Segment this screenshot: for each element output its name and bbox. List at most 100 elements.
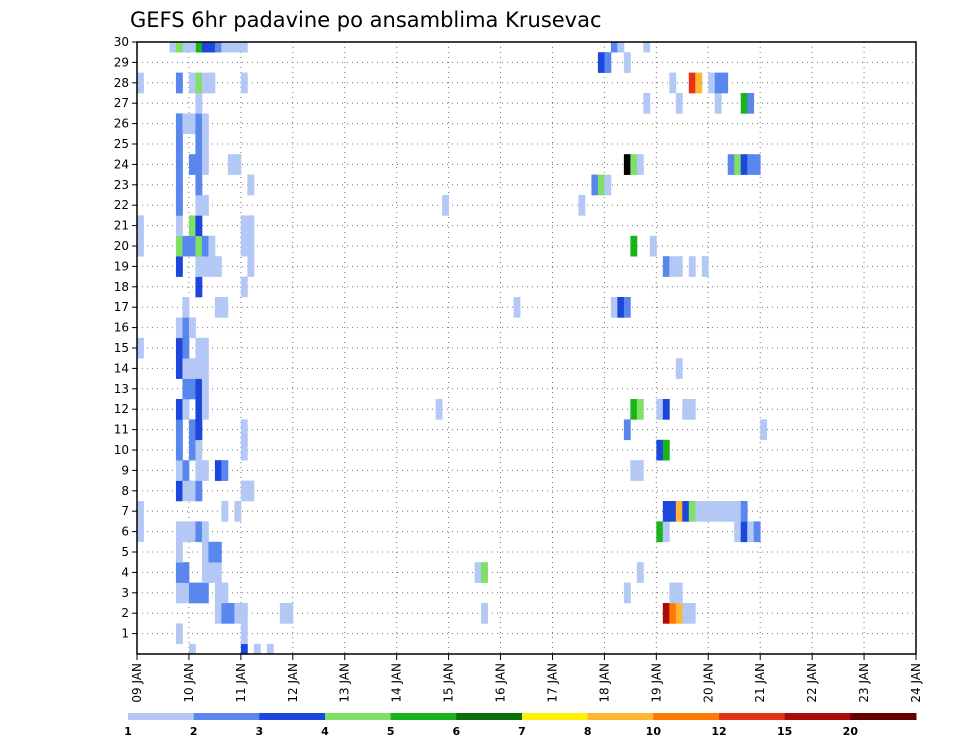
- heatmap-cell: [182, 521, 190, 543]
- heatmap-cell: [188, 317, 196, 339]
- heatmap-cell: [221, 42, 229, 53]
- heatmap-cell: [675, 358, 683, 379]
- heatmap-cell: [234, 154, 242, 175]
- heatmap-cell: [610, 297, 618, 318]
- heatmap-cell: [734, 521, 742, 543]
- heatmap-cell: [675, 582, 683, 604]
- heatmap-cell: [630, 235, 638, 257]
- heatmap-cell: [643, 93, 651, 114]
- heatmap-cell: [662, 501, 670, 522]
- heatmap-cell: [195, 154, 203, 175]
- heatmap-cell: [708, 72, 716, 94]
- heatmap-cell: [195, 72, 203, 94]
- heatmap-cell: [195, 195, 203, 216]
- heatmap-cell: [643, 42, 651, 53]
- y-tick-label: 20: [114, 239, 129, 253]
- y-tick-label: 23: [114, 178, 129, 192]
- heatmap-cell: [195, 582, 203, 604]
- heatmap-cell: [442, 195, 449, 216]
- heatmap-cell: [195, 276, 203, 298]
- heatmap-cell: [617, 42, 625, 53]
- heatmap-cell: [740, 521, 748, 543]
- legend-swatch: [653, 713, 720, 720]
- heatmap-cell: [195, 358, 203, 379]
- y-tick-label: 16: [114, 321, 129, 335]
- heatmap-cell: [214, 562, 222, 583]
- heatmap-cell: [740, 154, 748, 175]
- x-tick-label: 13 JAN: [338, 663, 352, 703]
- heatmap-cell: [253, 643, 261, 654]
- heatmap-cell: [188, 113, 196, 135]
- legend-swatch: [390, 713, 457, 720]
- heatmap-cell: [188, 439, 196, 461]
- heatmap-cell: [214, 582, 222, 604]
- heatmap-cell: [682, 603, 690, 624]
- heatmap-cell: [721, 72, 729, 94]
- heatmap-cell: [227, 603, 235, 624]
- heatmap-cell: [221, 603, 229, 624]
- legend-swatch: [719, 713, 786, 720]
- y-tick-label: 2: [121, 606, 129, 620]
- y-tick-label: 9: [121, 463, 129, 477]
- heatmap-cell: [474, 562, 482, 583]
- x-tick-label: 14 JAN: [390, 663, 404, 703]
- x-tick-label: 16 JAN: [494, 663, 508, 703]
- heatmap-cell: [221, 582, 229, 604]
- heatmap-cell: [721, 501, 729, 522]
- heatmap-cell: [195, 460, 203, 481]
- heatmap-cell: [675, 256, 683, 277]
- heatmap-cell: [182, 42, 190, 53]
- heatmap-cell: [175, 133, 183, 155]
- heatmap-cell: [175, 623, 183, 645]
- color-legend: 1 2 3 4 5 6 7 8 10 12 15 20: [124, 713, 917, 738]
- y-tick-label: 26: [114, 117, 129, 131]
- heatmap-cell: [240, 276, 248, 298]
- y-tick-label: 13: [114, 382, 129, 396]
- heatmap-cell: [201, 72, 209, 94]
- heatmap-cell: [195, 337, 203, 359]
- heatmap-cell: [688, 256, 696, 277]
- heatmap-cell: [753, 521, 761, 543]
- y-tick-label: 28: [114, 76, 129, 90]
- heatmap-cell: [662, 256, 670, 277]
- gridlines: [137, 41, 916, 654]
- heatmap-cell: [481, 562, 488, 583]
- heatmap-cell: [481, 603, 488, 624]
- heatmap-cell: [175, 419, 183, 441]
- heatmap-cell: [195, 42, 203, 53]
- heatmap-cell: [201, 582, 209, 604]
- heatmap-cell: [675, 93, 683, 114]
- heatmap-cell: [727, 501, 735, 522]
- heatmap-cell: [195, 521, 203, 543]
- y-tick-label: 5: [121, 545, 129, 559]
- heatmap-cell: [175, 174, 183, 196]
- heatmap-cell: [195, 235, 203, 257]
- heatmap-cell: [240, 603, 248, 624]
- heatmap-cell: [214, 42, 222, 53]
- heatmap-cell: [175, 358, 183, 379]
- heatmap-cell: [636, 460, 644, 481]
- heatmap-cell: [182, 297, 190, 318]
- heatmap-cell: [234, 603, 242, 624]
- heatmap-cell: [669, 582, 677, 604]
- heatmap-cell: [286, 603, 294, 624]
- legend-label: 7: [518, 725, 526, 738]
- heatmap-cell: [208, 235, 216, 257]
- x-axis: 09 JAN 10 JAN 11 JAN 12 JAN 13 JAN 14 JAN 15 J…: [130, 654, 923, 703]
- heatmap-cell: [188, 358, 196, 379]
- heatmap-cell: [188, 582, 196, 604]
- y-tick-label: 6: [121, 525, 129, 539]
- heatmap-cell: [214, 541, 222, 563]
- legend-label: 12: [711, 725, 726, 738]
- heatmap-cell: [701, 256, 709, 277]
- heatmap-cell: [617, 297, 625, 318]
- heatmap-cell: [630, 460, 638, 481]
- heatmap-cell: [240, 439, 248, 461]
- heatmap-cell: [208, 42, 216, 53]
- heatmap-cell: [214, 603, 222, 624]
- y-tick-label: 18: [114, 280, 129, 294]
- heatmap-cell: [195, 93, 203, 114]
- heatmap-cell: [201, 358, 209, 379]
- heatmap-cell: [175, 42, 183, 53]
- heatmap-cell: [682, 399, 690, 420]
